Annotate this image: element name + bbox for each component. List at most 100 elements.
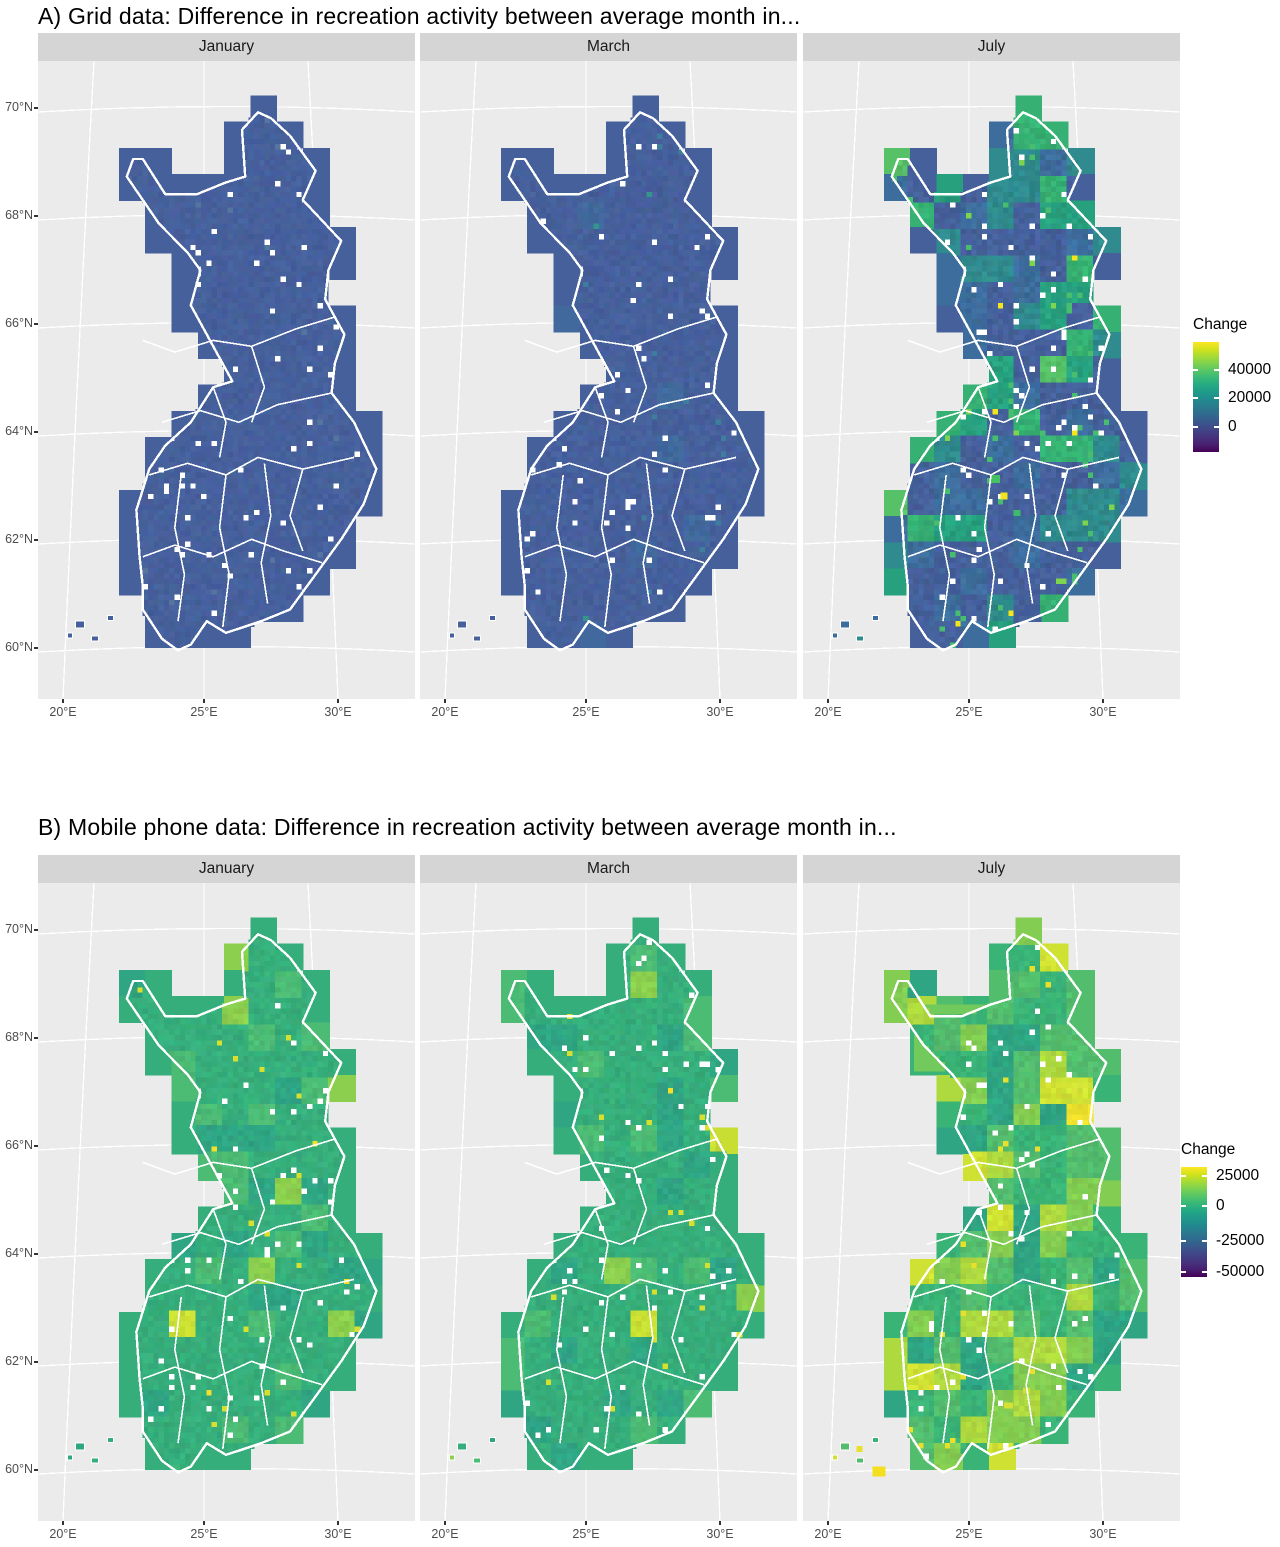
fine-grid-cell xyxy=(296,212,303,219)
fine-grid-cell xyxy=(185,504,191,511)
fine-grid-cell xyxy=(153,202,159,209)
fine-grid-cell xyxy=(275,462,281,468)
fine-grid-cell xyxy=(715,435,722,442)
fine-grid-cell xyxy=(275,578,281,585)
fine-grid-cell xyxy=(630,509,637,516)
fine-grid-cell xyxy=(190,419,197,426)
fine-grid-cell xyxy=(530,509,536,516)
fine-grid-cell xyxy=(561,499,568,505)
fine-grid-cell xyxy=(195,520,202,527)
fine-grid-cell xyxy=(577,515,584,521)
fine-grid-cell xyxy=(291,509,297,516)
fine-grid-cell xyxy=(222,456,228,463)
fine-grid-cell xyxy=(673,472,679,479)
fine-grid-cell xyxy=(291,488,297,495)
fine-grid-cell xyxy=(651,186,658,193)
fine-grid-cell xyxy=(704,356,711,362)
fine-grid-cell xyxy=(163,488,170,495)
fine-grid-cell xyxy=(312,308,318,315)
fine-grid-cell xyxy=(238,276,244,283)
fine-grid-cell xyxy=(301,356,308,362)
fine-grid-cell xyxy=(269,546,276,553)
fine-grid-cell xyxy=(704,504,711,511)
fine-grid-cell xyxy=(667,371,674,378)
fine-grid-cell xyxy=(583,313,589,320)
fine-grid-cell xyxy=(216,552,223,558)
fine-grid-cell xyxy=(699,515,706,521)
fine-grid-cell xyxy=(201,244,207,251)
fine-grid-cell xyxy=(232,287,239,293)
fine-grid-cell xyxy=(577,509,584,516)
fine-grid-cell xyxy=(307,244,313,251)
fine-grid-cell xyxy=(142,594,149,601)
fine-grid-cell xyxy=(238,504,244,511)
fine-grid-cell xyxy=(248,250,255,256)
fine-grid-cell xyxy=(211,515,218,521)
fine-grid-cell xyxy=(641,329,647,336)
fine-grid-cell xyxy=(662,202,669,209)
fine-grid-cell xyxy=(657,509,663,516)
fine-grid-cell xyxy=(243,138,250,145)
fine-grid-cell xyxy=(620,515,626,521)
fine-grid-cell xyxy=(588,430,594,436)
fine-grid-cell xyxy=(195,589,202,595)
fine-grid-cell xyxy=(280,446,287,452)
fine-grid-cell xyxy=(312,239,318,246)
fine-grid-cell xyxy=(169,594,175,601)
fine-grid-cell xyxy=(222,515,228,521)
fine-grid-cell xyxy=(620,499,626,505)
fine-grid-cell xyxy=(243,197,250,203)
fine-grid-cell xyxy=(630,361,637,368)
fine-grid-cell xyxy=(301,366,308,373)
fine-grid-cell xyxy=(625,133,632,140)
fine-grid-cell xyxy=(651,467,658,474)
fine-grid-cell xyxy=(625,446,632,452)
fine-grid-cell xyxy=(715,499,722,505)
fine-grid-cell xyxy=(593,515,600,521)
fine-grid-cell xyxy=(641,509,647,516)
fine-grid-cell xyxy=(593,239,600,246)
fine-grid-cell xyxy=(238,430,244,436)
fine-grid-cell xyxy=(201,568,207,574)
fine-grid-cell xyxy=(662,366,669,373)
fine-grid-cell xyxy=(238,562,244,569)
fine-grid-cell xyxy=(641,403,647,410)
fine-grid-cell xyxy=(710,493,716,500)
fine-grid-cell xyxy=(264,313,271,320)
fine-grid-cell xyxy=(163,626,170,633)
region-boundary xyxy=(289,468,304,552)
fine-grid-cell xyxy=(148,568,154,574)
fine-grid-cell xyxy=(609,477,616,484)
fine-grid-cell xyxy=(344,424,350,431)
fine-grid-cell xyxy=(291,546,297,553)
fine-grid-cell xyxy=(211,467,218,474)
fine-grid-cell xyxy=(232,297,239,304)
fine-grid-cell xyxy=(280,271,287,277)
fine-grid-cell xyxy=(307,520,313,527)
fine-grid-cell xyxy=(567,440,573,447)
fine-grid-cell xyxy=(572,488,579,495)
fine-grid-cell xyxy=(222,276,228,283)
fine-grid-cell xyxy=(312,515,318,521)
fine-grid-cell xyxy=(211,212,218,219)
fine-grid-cell xyxy=(678,303,685,309)
fine-grid-cell xyxy=(519,515,526,521)
fine-grid-cell xyxy=(662,462,669,468)
fine-grid-cell xyxy=(614,419,621,426)
fine-grid-cell xyxy=(142,493,149,500)
fine-grid-cell xyxy=(317,260,324,267)
fine-grid-cell xyxy=(211,557,218,564)
fine-grid-cell xyxy=(322,430,329,436)
fine-grid-cell xyxy=(211,499,218,505)
fine-grid-cell xyxy=(248,133,255,140)
fine-grid-cell xyxy=(259,138,265,145)
fine-grid-cell xyxy=(296,281,303,288)
fine-grid-cell xyxy=(243,382,250,389)
fine-grid-cell xyxy=(710,409,716,415)
fine-grid-cell xyxy=(291,552,297,558)
fine-grid-cell xyxy=(312,281,318,288)
fine-grid-cell xyxy=(269,308,276,315)
fine-grid-cell xyxy=(296,292,303,299)
fine-grid-cell xyxy=(211,520,218,527)
fine-grid-cell xyxy=(296,446,303,452)
